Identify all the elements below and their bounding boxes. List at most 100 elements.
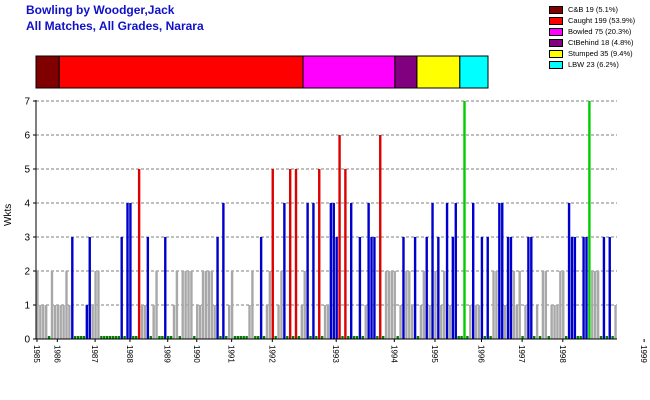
bar	[190, 271, 193, 339]
bar	[329, 203, 333, 339]
bar	[71, 237, 74, 339]
bar	[349, 203, 353, 339]
legend-item-bowled: Bowled 75 (20.3%)	[549, 26, 635, 37]
bar	[100, 336, 103, 339]
x-tick-label: 1999	[639, 345, 648, 363]
bar	[137, 169, 141, 339]
bar	[347, 336, 350, 339]
x-tick-label: 1994	[389, 345, 398, 363]
bar	[344, 169, 347, 339]
bar	[312, 203, 315, 339]
bar	[318, 169, 321, 339]
bar	[152, 305, 155, 339]
bar	[550, 305, 553, 339]
bar	[489, 336, 492, 339]
bar	[166, 336, 170, 339]
y-tick-label: 1	[24, 301, 30, 312]
legend-label: CtBehind 18 (4.8%)	[568, 38, 634, 47]
bar	[114, 336, 118, 339]
bar	[483, 336, 487, 339]
bar	[175, 271, 179, 339]
legend-label: Bowled 75 (20.3%)	[568, 27, 632, 36]
x-tick-label: 1986	[52, 345, 61, 363]
bar	[219, 336, 222, 339]
bar	[126, 203, 129, 339]
bar	[466, 336, 469, 339]
bar	[611, 336, 614, 339]
legend-label: C&B 19 (5.1%)	[568, 5, 619, 14]
bar	[94, 271, 97, 339]
bar	[553, 305, 556, 339]
bar	[367, 203, 370, 339]
bar	[62, 305, 65, 339]
bar	[535, 305, 539, 339]
bar	[457, 336, 460, 339]
bar	[68, 305, 71, 339]
bar	[323, 305, 327, 339]
bar	[477, 305, 481, 339]
bar	[288, 169, 292, 339]
bar	[271, 169, 274, 339]
legend-item-caught: Caught 199 (53.9%)	[549, 15, 635, 26]
bar	[79, 336, 83, 339]
bar	[213, 305, 216, 339]
bar	[254, 336, 257, 339]
bar	[129, 203, 132, 339]
bar	[315, 336, 318, 339]
bar	[239, 336, 243, 339]
stacked-segment-lbw	[459, 55, 489, 89]
bar	[76, 336, 80, 339]
bar	[591, 271, 594, 339]
bar	[257, 336, 260, 339]
bar	[236, 336, 240, 339]
bar	[381, 336, 385, 339]
bar	[85, 305, 89, 339]
bar	[149, 336, 152, 339]
bar	[515, 305, 518, 339]
bar	[300, 305, 304, 339]
bar	[303, 271, 306, 339]
bar	[434, 271, 437, 339]
bar	[158, 336, 161, 339]
bar	[596, 271, 600, 339]
y-tick-label: 5	[24, 165, 30, 176]
y-tick-label: 3	[24, 233, 30, 244]
bar	[262, 336, 266, 339]
bar	[376, 336, 379, 339]
bar	[251, 271, 254, 339]
chart-subtitle: All Matches, All Grades, Narara	[26, 19, 204, 33]
bar	[425, 237, 428, 339]
bar	[172, 305, 176, 339]
bar	[564, 336, 568, 339]
bar	[402, 237, 405, 339]
bar	[442, 271, 446, 339]
bar	[486, 237, 489, 339]
bar	[297, 336, 301, 339]
legend: C&B 19 (5.1%) Caught 199 (53.9%) Bowled …	[549, 4, 635, 70]
x-tick-label: 1985	[32, 345, 41, 363]
bar	[50, 271, 54, 339]
bar	[59, 305, 62, 339]
bar	[541, 271, 545, 339]
bar	[474, 305, 478, 339]
bar	[492, 271, 495, 339]
bar	[36, 271, 39, 339]
chart-title: Bowling by Woodger,Jack	[26, 3, 175, 17]
bar	[501, 203, 504, 339]
bar	[533, 336, 536, 339]
bar	[602, 237, 606, 339]
bar	[527, 237, 530, 339]
bar	[448, 305, 452, 339]
bar	[225, 336, 228, 339]
bar	[56, 305, 59, 339]
bar	[82, 336, 86, 339]
stacked-segment-bowled	[302, 55, 396, 89]
bar	[178, 336, 181, 339]
bar	[326, 305, 330, 339]
bar	[352, 336, 356, 339]
legend-swatch	[549, 16, 563, 25]
bar	[280, 271, 283, 339]
bar	[97, 271, 100, 339]
legend-item-cb: C&B 19 (5.1%)	[549, 4, 635, 15]
